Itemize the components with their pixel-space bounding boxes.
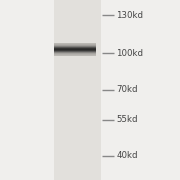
Bar: [54, 48, 96, 49]
Bar: [54, 48, 96, 49]
Bar: [54, 46, 96, 47]
Bar: [54, 53, 96, 54]
Bar: [54, 45, 96, 46]
Text: 100kd: 100kd: [116, 49, 143, 58]
Bar: [54, 0, 101, 180]
Bar: [54, 43, 96, 44]
Bar: [54, 55, 96, 56]
Bar: [54, 50, 96, 51]
Bar: [54, 52, 96, 53]
Text: 130kd: 130kd: [116, 11, 143, 20]
Text: 70kd: 70kd: [116, 86, 138, 94]
Bar: [54, 54, 96, 55]
Bar: [54, 54, 96, 55]
Bar: [54, 49, 96, 50]
Bar: [54, 45, 96, 46]
Text: 55kd: 55kd: [116, 115, 138, 124]
Bar: [54, 47, 96, 48]
Bar: [54, 53, 96, 54]
Bar: [54, 55, 96, 56]
Bar: [54, 50, 96, 51]
Bar: [54, 49, 96, 50]
Bar: [54, 46, 96, 47]
Bar: [54, 44, 96, 45]
Text: 40kd: 40kd: [116, 151, 138, 160]
Bar: [54, 51, 96, 52]
Bar: [54, 43, 96, 44]
Bar: [54, 51, 96, 52]
Bar: [54, 44, 96, 45]
